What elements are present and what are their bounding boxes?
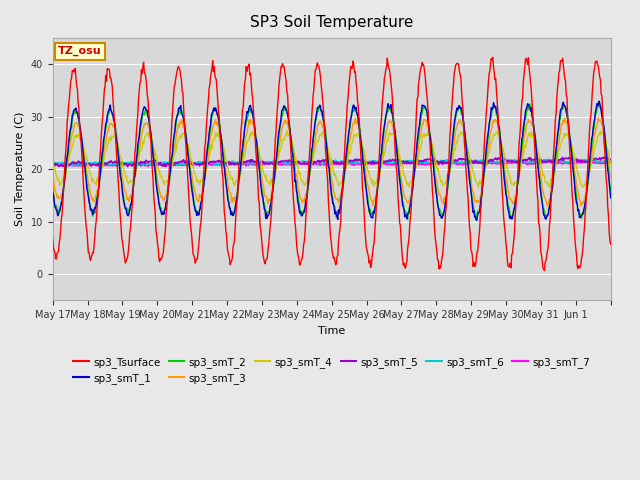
Y-axis label: Soil Temperature (C): Soil Temperature (C) <box>15 112 25 227</box>
Text: TZ_osu: TZ_osu <box>58 46 102 56</box>
Title: SP3 Soil Temperature: SP3 Soil Temperature <box>250 15 413 30</box>
Legend: sp3_Tsurface, sp3_smT_1, sp3_smT_2, sp3_smT_3, sp3_smT_4, sp3_smT_5, sp3_smT_6, : sp3_Tsurface, sp3_smT_1, sp3_smT_2, sp3_… <box>69 353 594 388</box>
X-axis label: Time: Time <box>318 325 345 336</box>
